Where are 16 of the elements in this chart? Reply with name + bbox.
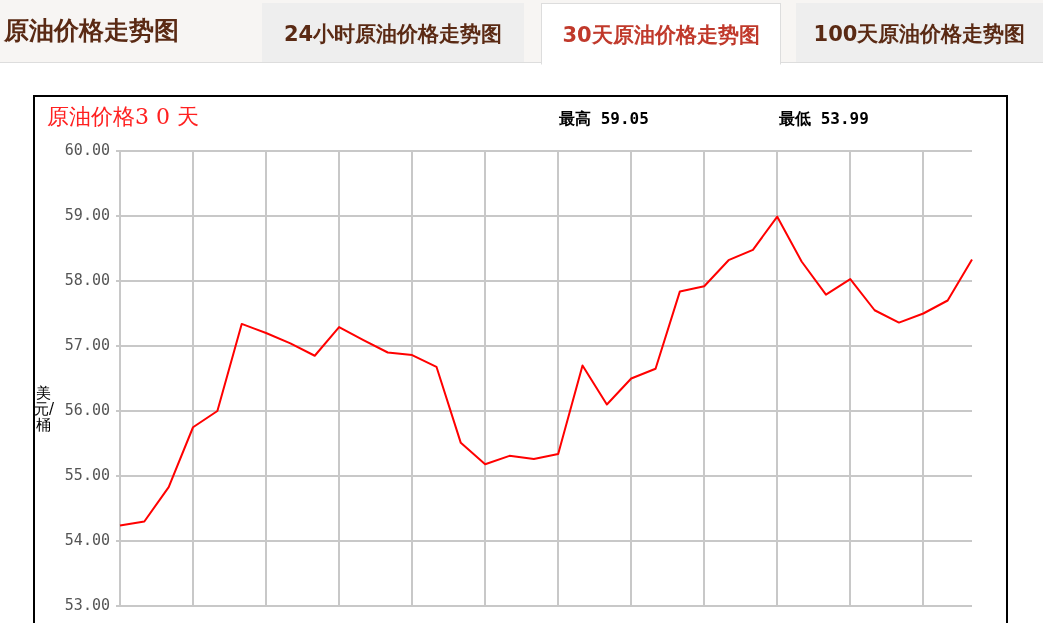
text: 100天原油价格走势图 [796, 3, 1043, 62]
chart-title: 原油价格3 0 天 [47, 103, 199, 131]
text: 最高 59.05 [559, 109, 649, 130]
y-tick-label: 54.00 [64, 530, 110, 549]
y-tick-label: 56.00 [64, 400, 110, 419]
text: 原油价格走势图 [4, 15, 179, 47]
y-tick-label: 53.00 [64, 595, 110, 614]
y-tick-label: 55.00 [64, 465, 110, 484]
text: 24小时原油价格走势图 [262, 3, 524, 62]
y-tick-label: 57.00 [64, 335, 110, 354]
y-tick-label: 60.00 [64, 140, 110, 159]
text: 30天原油价格走势图 [541, 3, 781, 65]
y-tick-label: 58.00 [64, 270, 110, 289]
y-axis-title: 美元/桶 [34, 384, 55, 434]
y-tick-label: 59.00 [64, 205, 110, 224]
text: 最低 53.99 [779, 109, 869, 130]
